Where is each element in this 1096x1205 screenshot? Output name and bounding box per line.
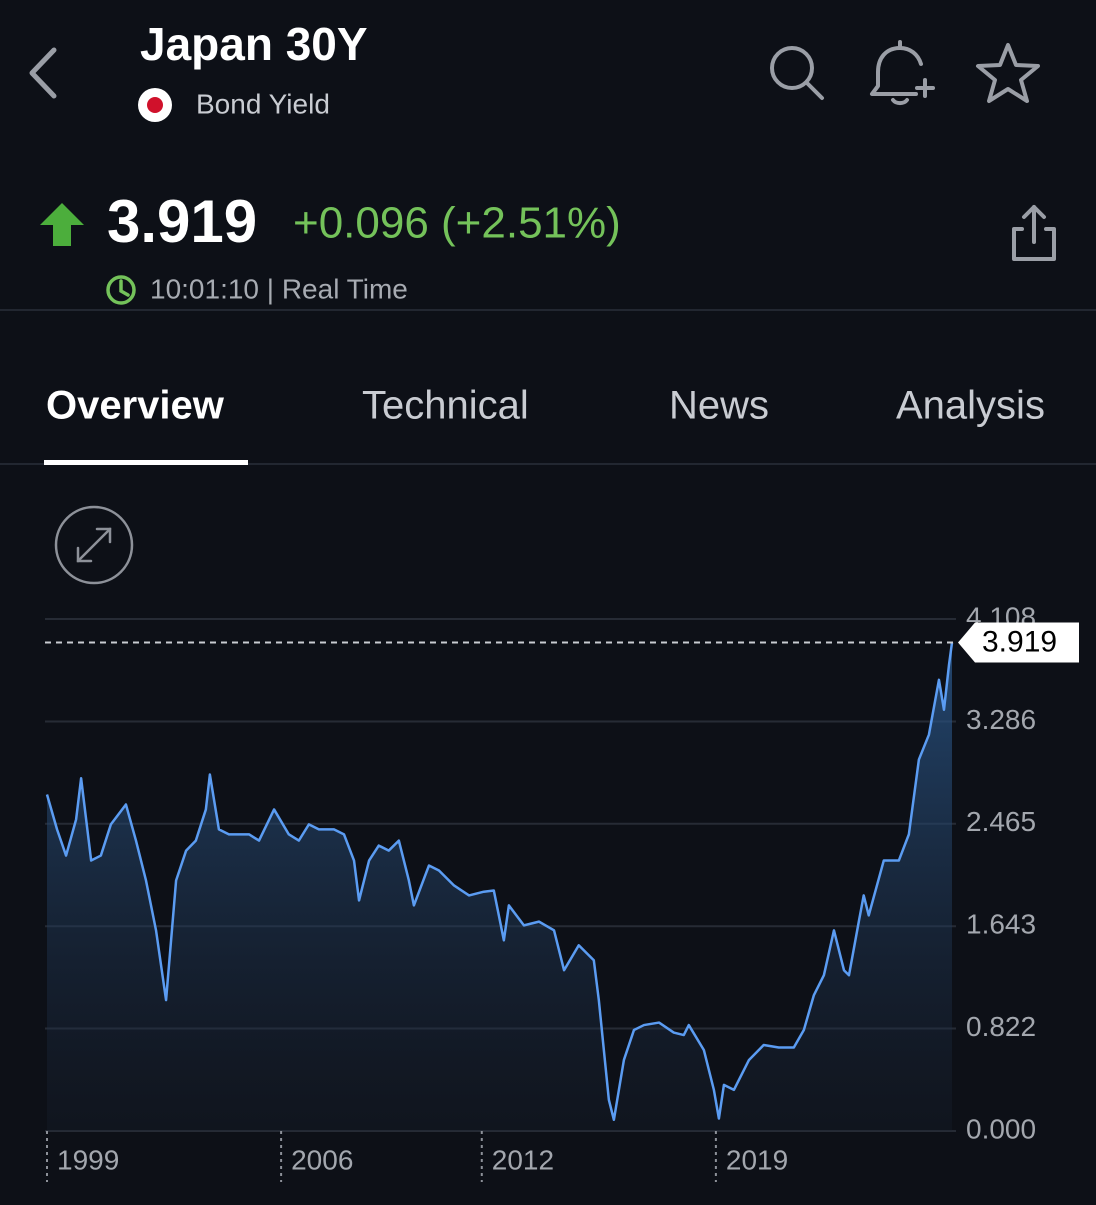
up-arrow — [40, 203, 84, 246]
watchlist-star[interactable] — [976, 43, 1040, 103]
last-value-tag — [958, 622, 1079, 663]
tab[interactable]: News — [669, 384, 769, 428]
tab-active[interactable]: Overview — [46, 384, 225, 428]
y-tick-label: 1.643 — [966, 909, 1036, 940]
search-icon[interactable] — [770, 46, 824, 100]
area — [47, 642, 952, 1131]
price-change: +0.096 (+2.51%) — [293, 199, 621, 248]
x-tick-label: 2006 — [291, 1144, 353, 1175]
tab[interactable]: Technical — [362, 384, 529, 428]
share-icon[interactable] — [1012, 205, 1056, 261]
subtitle: Bond Yield — [196, 88, 330, 119]
tab-underline — [44, 460, 248, 465]
update-time: 10:01:10 | Real Time — [150, 273, 408, 304]
y-tick-label: 2.465 — [966, 806, 1036, 837]
back-button[interactable] — [29, 47, 57, 99]
y-tick-label: 3.286 — [966, 704, 1036, 735]
line — [45, 642, 954, 1122]
x-tick-label: 2012 — [492, 1144, 554, 1175]
y-tick-label: 0.822 — [966, 1011, 1036, 1042]
last-value-label: 3.919 — [982, 625, 1057, 658]
alert-icon[interactable] — [870, 40, 935, 106]
flag-dot — [147, 97, 163, 113]
x-tick-label: 2019 — [726, 1144, 788, 1175]
x-tick-label: 1999 — [57, 1144, 119, 1175]
expand-button[interactable] — [54, 505, 134, 585]
price: 3.919 — [107, 188, 257, 255]
clock-icon — [106, 275, 136, 305]
tab[interactable]: Analysis — [896, 384, 1045, 428]
y-tick-label: 0.000 — [966, 1113, 1036, 1144]
title: Japan 30Y — [140, 18, 368, 70]
